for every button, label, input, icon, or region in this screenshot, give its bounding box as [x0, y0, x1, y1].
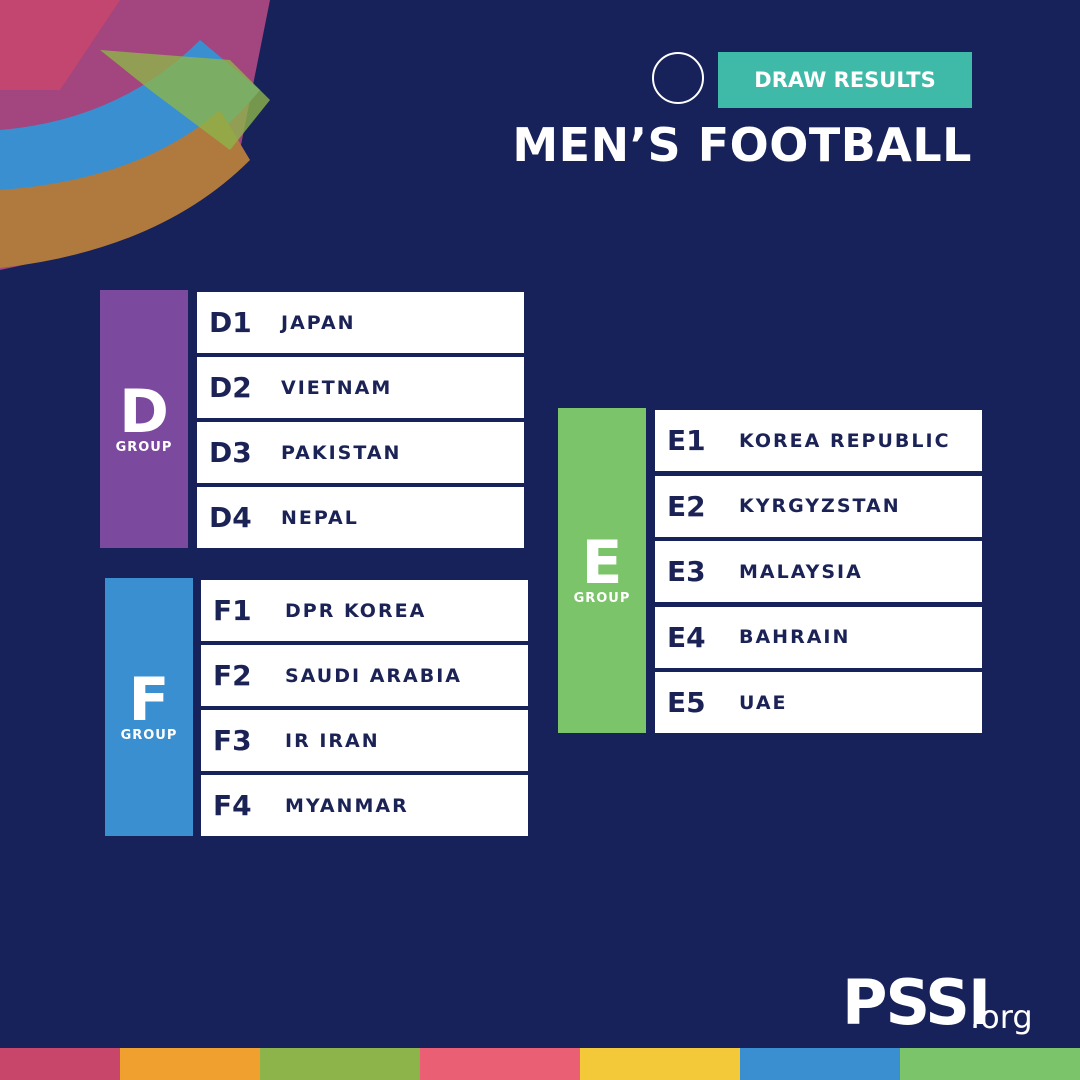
team-row: E4 BAHRAIN [655, 606, 982, 668]
team-row: F1 DPR KOREA [201, 580, 528, 641]
brand-suffix: .org [970, 998, 1033, 1036]
group-label: GROUP [120, 727, 178, 743]
team-seed: D2 [209, 371, 252, 404]
team-name: KOREA REPUBLIC [739, 429, 951, 452]
team-seed: D1 [209, 306, 252, 339]
group-block: D GROUP [100, 290, 188, 548]
team-seed: F3 [213, 724, 252, 757]
group-block: E GROUP [558, 408, 646, 733]
team-name: PAKISTAN [281, 441, 402, 464]
group-letter: D [119, 376, 169, 447]
team-row: D4 NEPAL [197, 487, 524, 548]
team-seed: F1 [213, 594, 252, 627]
team-name: UAE [739, 691, 788, 714]
team-seed: E1 [667, 424, 706, 457]
team-row: D1 JAPAN [197, 292, 524, 353]
team-row: D2 VIETNAM [197, 357, 524, 418]
team-row: E3 MALAYSIA [655, 541, 982, 602]
team-seed: E5 [667, 686, 706, 719]
group-label: GROUP [573, 591, 631, 606]
team-seed: E4 [667, 620, 706, 654]
team-seed: E2 [667, 489, 706, 523]
team-seed: E3 [667, 555, 706, 588]
sport-icon [652, 52, 704, 104]
group-letter: F [128, 664, 170, 735]
team-row: F3 IR IRAN [201, 710, 528, 771]
team-name: NEPAL [281, 506, 359, 529]
team-seed: F4 [213, 789, 252, 822]
team-name: MYANMAR [285, 794, 409, 817]
badge: DRAW RESULTS [718, 52, 972, 108]
team-seed: F2 [213, 659, 252, 692]
team-seed: D3 [209, 436, 252, 469]
team-name: IR IRAN [285, 729, 380, 752]
team-row: F4 MYANMAR [201, 775, 528, 836]
team-name: DPR KOREA [285, 599, 427, 622]
team-name: VIETNAM [281, 376, 393, 399]
decoration [0, 1048, 1080, 1080]
team-row: E2 KYRGYZSTAN [655, 475, 982, 537]
team-row: E1 KOREA REPUBLIC [655, 410, 982, 471]
team-seed: D4 [209, 501, 252, 534]
team-name: JAPAN [281, 311, 356, 334]
team-row: E5 UAE [655, 672, 982, 733]
group-letter: E [581, 528, 623, 598]
team-name: KYRGYZSTAN [739, 495, 901, 517]
team-row: D3 PAKISTAN [197, 422, 524, 483]
group-block: F GROUP [105, 578, 193, 836]
brand: PSSI [842, 966, 991, 1039]
title: MEN’S FOOTBALL [512, 118, 972, 172]
team-name: MALAYSIA [739, 560, 863, 583]
team-name: SAUDI ARABIA [285, 664, 462, 687]
group-label: GROUP [115, 439, 173, 455]
team-row: F2 SAUDI ARABIA [201, 645, 528, 706]
decoration [0, 0, 270, 270]
team-name: BAHRAIN [739, 626, 851, 648]
